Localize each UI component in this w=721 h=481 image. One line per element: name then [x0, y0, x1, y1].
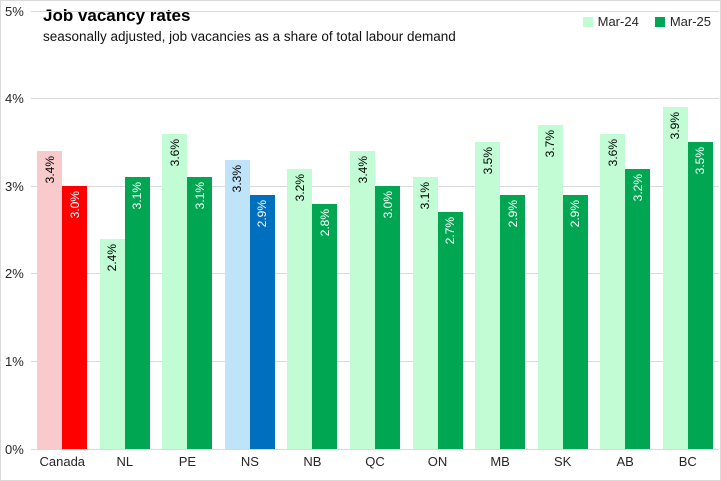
- bar-canada-mar-25: 3.0%: [62, 186, 88, 449]
- bar-label-wrap: 2.9%: [250, 200, 275, 227]
- x-axis-label-qc: QC: [365, 454, 385, 469]
- x-axis-label-pe: PE: [178, 454, 197, 469]
- legend-item-mar-24: Mar-24: [582, 14, 639, 29]
- bar-value-label: 3.7%: [543, 129, 558, 158]
- y-axis-tick-0%: 0%: [5, 441, 24, 457]
- y-axis-tick-3%: 3%: [5, 178, 24, 194]
- x-axis-label-ns: NS: [240, 454, 259, 469]
- bar-pe-mar-24: 3.6%: [162, 133, 188, 449]
- bar-label-wrap: 3.0%: [62, 191, 87, 218]
- bar-value-label: 3.0%: [380, 191, 395, 219]
- bar-value-label: 3.2%: [292, 173, 307, 202]
- bar-label-wrap: 2.7%: [438, 217, 463, 244]
- bar-value-label: 3.2%: [630, 173, 645, 202]
- bar-label-wrap: 3.7%: [538, 130, 563, 157]
- bar-value-label: 3.1%: [192, 182, 207, 210]
- bar-nb-mar-24: 3.2%: [287, 168, 313, 449]
- bar-mb-mar-24: 3.5%: [475, 142, 501, 449]
- chart-title: Job vacancy rates: [43, 6, 191, 25]
- bar-label-wrap: 3.4%: [350, 156, 375, 183]
- bar-label-wrap: 3.3%: [225, 165, 250, 192]
- bar-label-wrap: 3.2%: [625, 174, 650, 201]
- legend-swatch-mar-24: [582, 16, 593, 27]
- x-axis-label-sk: SK: [553, 454, 572, 469]
- x-axis-label-nl: NL: [116, 454, 134, 469]
- bar-value-label: 2.8%: [317, 208, 332, 237]
- bar-value-label: 3.0%: [67, 191, 82, 219]
- bar-label-wrap: 3.5%: [475, 147, 500, 174]
- bar-label-wrap: 2.9%: [500, 200, 525, 227]
- bar-value-label: 3.4%: [42, 156, 57, 184]
- bar-on-mar-25: 2.7%: [437, 212, 463, 449]
- bar-value-label: 3.4%: [355, 156, 370, 184]
- bar-label-wrap: 3.9%: [663, 112, 688, 139]
- x-axis-label-mb: MB: [490, 454, 510, 469]
- bar-label-wrap: 2.9%: [563, 200, 588, 227]
- bar-label-wrap: 3.6%: [162, 139, 187, 166]
- bar-ns-mar-24: 3.3%: [224, 159, 250, 449]
- bar-mb-mar-25: 2.9%: [500, 194, 526, 449]
- x-axis-label-bc: BC: [678, 454, 697, 469]
- bar-value-label: 2.9%: [568, 199, 583, 228]
- x-axis-label-canada: Canada: [39, 454, 86, 469]
- y-axis-tick-1%: 1%: [5, 353, 24, 369]
- bar-value-label: 3.9%: [668, 112, 683, 140]
- bar-value-label: 3.1%: [418, 182, 433, 210]
- y-axis-tick-2%: 2%: [5, 266, 24, 282]
- bar-on-mar-24: 3.1%: [412, 177, 438, 449]
- bar-sk-mar-25: 2.9%: [562, 194, 588, 449]
- bar-label-wrap: 2.4%: [100, 244, 125, 271]
- gridline-0%: [31, 448, 719, 450]
- bar-value-label: 3.5%: [480, 147, 495, 175]
- x-axis-label-nb: NB: [303, 454, 322, 469]
- gridline-4%: [31, 98, 719, 100]
- bar-ab-mar-25: 3.2%: [625, 168, 651, 449]
- bar-qc-mar-24: 3.4%: [350, 151, 375, 449]
- x-axis-label-on: ON: [427, 454, 448, 469]
- y-axis-tick-4%: 4%: [5, 91, 24, 107]
- bar-value-label: 3.3%: [230, 164, 245, 193]
- bar-label-wrap: 3.2%: [287, 174, 312, 201]
- bar-ns-mar-25: 2.9%: [249, 194, 275, 449]
- bar-value-label: 2.9%: [255, 199, 270, 228]
- legend: Mar-24 Mar-25: [582, 14, 711, 29]
- bar-nl-mar-25: 3.1%: [124, 177, 150, 449]
- bar-label-wrap: 3.4%: [37, 156, 62, 183]
- bar-nl-mar-24: 2.4%: [99, 238, 125, 449]
- bar-value-label: 2.9%: [505, 199, 520, 228]
- x-axis-label-ab: AB: [616, 454, 634, 469]
- bar-label-wrap: 3.0%: [375, 191, 400, 218]
- legend-swatch-mar-25: [654, 16, 665, 27]
- bar-label-wrap: 3.6%: [600, 139, 625, 166]
- legend-label-mar-24: Mar-24: [597, 14, 639, 29]
- bar-ab-mar-24: 3.6%: [600, 133, 626, 449]
- bar-label-wrap: 3.1%: [125, 182, 150, 209]
- bar-sk-mar-24: 3.7%: [537, 124, 563, 449]
- legend-label-mar-25: Mar-25: [669, 14, 711, 29]
- bar-value-label: 3.6%: [605, 138, 620, 166]
- bar-label-wrap: 2.8%: [312, 209, 337, 236]
- legend-item-mar-25: Mar-25: [654, 14, 711, 29]
- bar-value-label: 2.4%: [105, 243, 120, 272]
- bar-value-label: 3.6%: [167, 138, 182, 166]
- bar-label-wrap: 3.1%: [413, 182, 438, 209]
- chart-subtitle: seasonally adjusted, job vacancies as a …: [43, 29, 456, 44]
- bar-bc-mar-25: 3.5%: [687, 142, 713, 449]
- gridline-5%: [31, 10, 719, 12]
- y-axis-tick-5%: 5%: [5, 3, 24, 19]
- bar-nb-mar-25: 2.8%: [312, 203, 338, 449]
- bar-qc-mar-25: 3.0%: [375, 186, 400, 449]
- bar-bc-mar-24: 3.9%: [662, 107, 688, 449]
- bar-label-wrap: 3.5%: [688, 147, 713, 174]
- bar-canada-mar-24: 3.4%: [37, 151, 63, 449]
- bar-pe-mar-25: 3.1%: [187, 177, 213, 449]
- bar-value-label: 3.5%: [693, 147, 708, 175]
- bar-label-wrap: 3.1%: [187, 182, 212, 209]
- bar-value-label: 3.1%: [130, 182, 145, 210]
- bar-value-label: 2.7%: [443, 217, 458, 245]
